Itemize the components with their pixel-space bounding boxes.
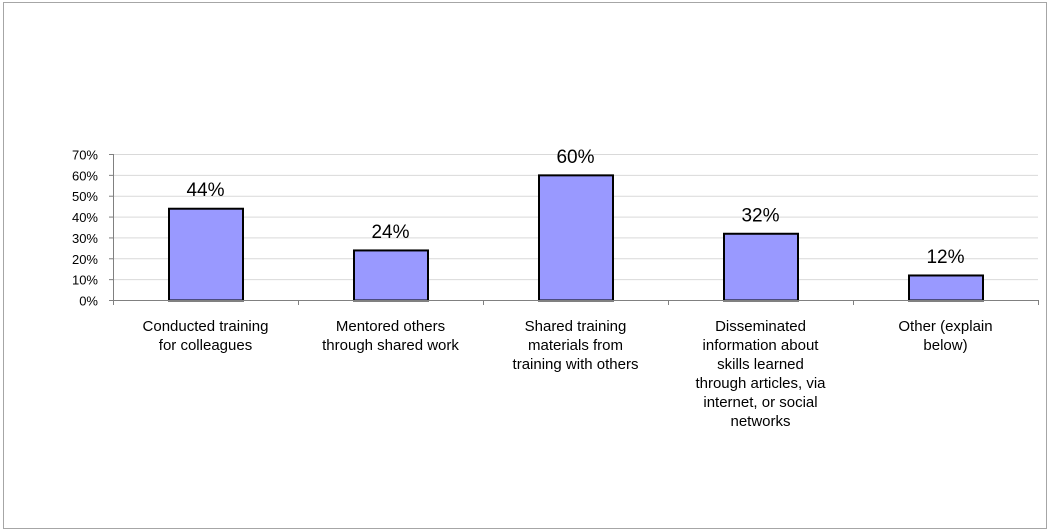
y-tick-label: 20% — [72, 252, 98, 267]
data-label: 24% — [371, 222, 409, 243]
y-tick-label: 10% — [72, 273, 98, 288]
y-tick-label: 30% — [72, 231, 98, 246]
bar — [908, 274, 984, 302]
y-tick-label: 70% — [72, 148, 98, 163]
data-label: 60% — [556, 147, 594, 168]
category-label: Mentored others through shared work — [322, 318, 459, 354]
data-label: 32% — [741, 205, 779, 226]
category-label: Conducted training for colleagues — [143, 318, 269, 354]
y-tick-label: 60% — [72, 168, 98, 183]
bar — [353, 249, 429, 302]
y-tick-label: 0% — [79, 294, 98, 309]
bar — [723, 232, 799, 302]
category-label: Shared training materials from training wi… — [513, 318, 639, 373]
y-tick-label: 50% — [72, 189, 98, 204]
x-axis: Conducted training for colleagues Mentored… — [113, 300, 1039, 430]
y-axis: 0% 10% 20% 30% 40% 50% 60% 70% — [72, 148, 114, 309]
category-label: Disseminated information about skills lear… — [695, 318, 826, 430]
y-tick-label: 40% — [72, 210, 98, 225]
category-label: Other (explain below) — [898, 318, 992, 354]
data-label: 44% — [186, 180, 224, 201]
bar — [168, 207, 244, 302]
data-label: 12% — [926, 247, 964, 268]
bar — [538, 174, 614, 302]
bars: 44% 24% 60% 32% 12% — [168, 147, 984, 302]
